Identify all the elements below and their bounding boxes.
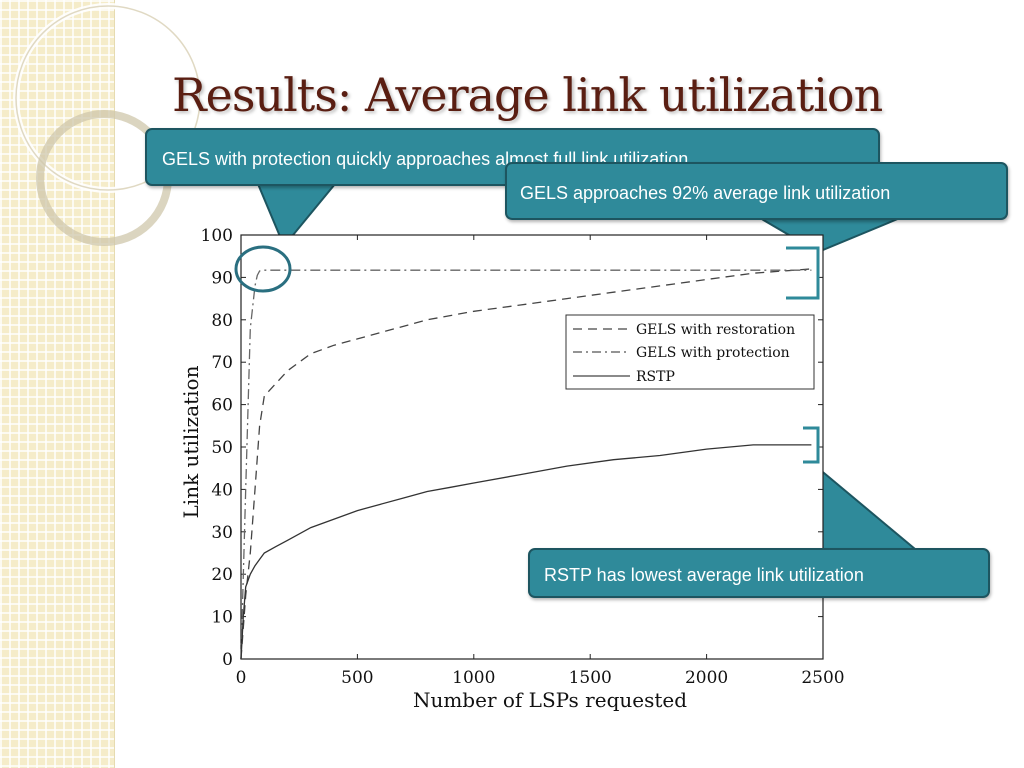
- x-tick-label: 500: [341, 668, 373, 688]
- bracket-rstp: [803, 426, 820, 464]
- x-tick-label: 2500: [801, 668, 844, 688]
- y-tick-label: 100: [201, 226, 233, 246]
- slide-title: Results: Average link utilization: [172, 68, 883, 122]
- x-tick-label: 1500: [569, 668, 612, 688]
- y-tick-label: 90: [211, 268, 233, 288]
- y-tick-label: 30: [211, 523, 233, 543]
- y-tick-label: 40: [211, 480, 233, 500]
- legend-entry-rstp: RSTP: [636, 369, 675, 385]
- y-tick-label: 20: [211, 565, 233, 585]
- series-line-gels-with-protection: [240, 269, 812, 660]
- legend-box: [565, 314, 815, 390]
- x-axis-label: Number of LSPs requested: [413, 688, 687, 712]
- series-line-gels-with-restoration: [240, 268, 812, 660]
- y-tick-label: 80: [211, 311, 233, 331]
- y-tick-label: 0: [222, 650, 233, 670]
- x-tick-label: 1000: [452, 668, 495, 688]
- y-tick-label: 60: [211, 396, 233, 416]
- axis-ticks: 0 500 1000 1500 2000 2500 0 10 20 30 40 50 60 70 80 90 1…: [201, 226, 845, 688]
- x-tick-label: 2000: [685, 668, 728, 688]
- y-tick-label: 10: [211, 608, 233, 628]
- y-tick-label: 50: [211, 438, 233, 458]
- y-tick-label: 70: [211, 353, 233, 373]
- legend: GELS with restoration GELS with protecti…: [565, 314, 815, 390]
- series-line-rstp: [240, 444, 812, 660]
- legend-entry-restoration: GELS with restoration: [636, 322, 795, 338]
- callout-gels: GELS approaches 92% average link utiliza…: [505, 162, 1008, 220]
- bracket-gels: [786, 246, 820, 300]
- callout-rstp: RSTP has lowest average link utilization: [528, 548, 990, 598]
- legend-entry-protection: GELS with protection: [636, 345, 790, 361]
- decorative-ring-large-outline: [15, 5, 200, 191]
- x-tick-label: 0: [236, 668, 247, 688]
- highlight-ellipse: [234, 245, 292, 293]
- series-lines: [240, 268, 812, 660]
- y-axis-label: Link utilization: [179, 365, 203, 518]
